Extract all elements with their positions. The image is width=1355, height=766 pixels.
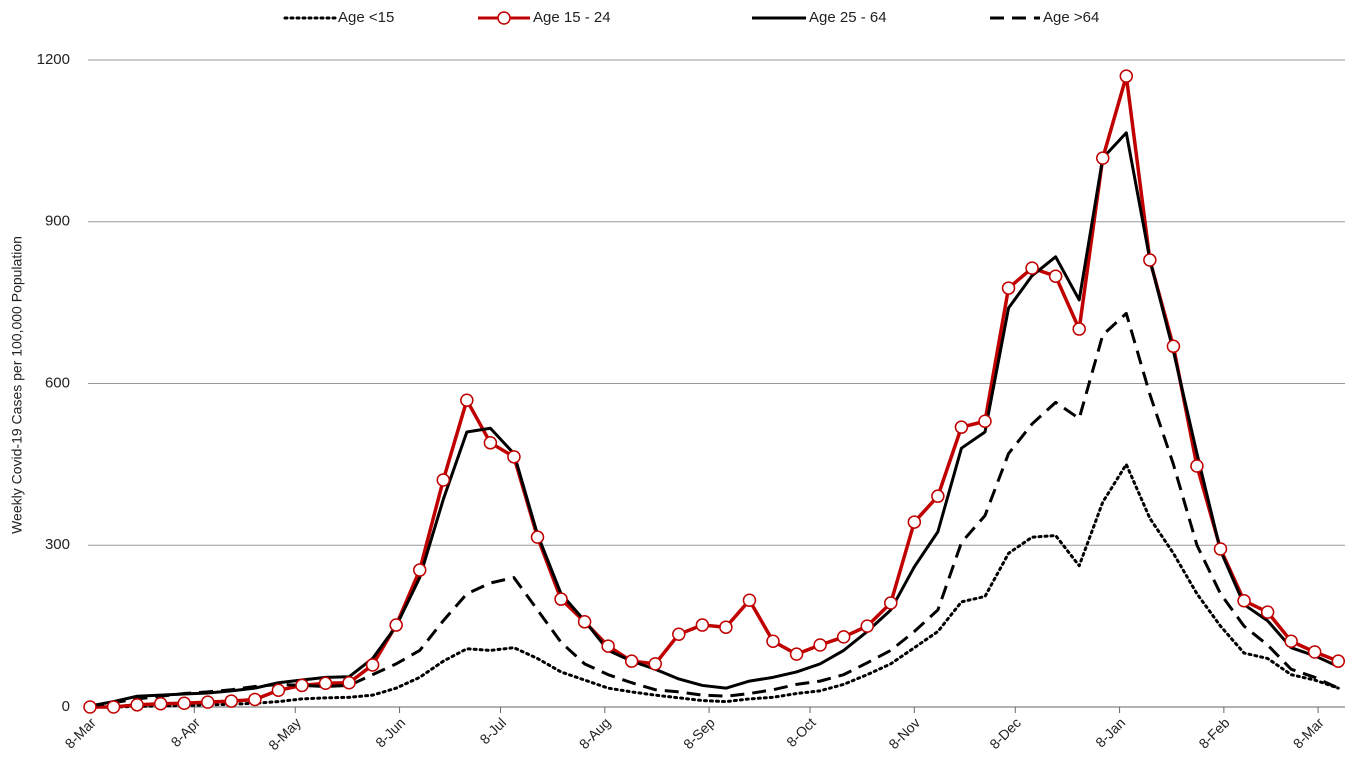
legend-label: Age 25 - 64 (809, 9, 887, 26)
marker (648, 657, 663, 671)
y-axis-title: Weekly Covid-19 Cases per 100,000 Popula… (9, 236, 25, 534)
marker (342, 675, 356, 690)
marker (1284, 634, 1298, 648)
marker (1143, 253, 1157, 267)
marker (931, 489, 945, 503)
marker (83, 700, 97, 714)
marker (624, 654, 639, 668)
marker (1166, 339, 1181, 354)
marker (177, 696, 191, 710)
marker (412, 563, 427, 577)
marker (460, 393, 474, 407)
marker (1048, 269, 1063, 283)
marker (1307, 645, 1322, 659)
marker (601, 639, 615, 653)
marker (271, 683, 286, 698)
marker (1260, 605, 1275, 619)
x-tick-label: 8-Apr (168, 714, 204, 750)
marker (836, 630, 851, 644)
marker (224, 694, 239, 708)
marker (1213, 542, 1228, 556)
marker (860, 619, 874, 633)
marker (365, 658, 380, 672)
series-line (89, 131, 1339, 708)
x-tick-label: 8-Jun (372, 714, 408, 750)
marker (978, 414, 992, 428)
y-tick-label: 900 (45, 213, 70, 230)
marker (1072, 322, 1086, 336)
marker (295, 678, 309, 693)
x-tick-label: 8-Jul (476, 714, 509, 747)
x-tick-label: 8-Sep (680, 714, 718, 752)
marker (1331, 654, 1346, 668)
marker (813, 638, 827, 652)
x-tick-label: 8-Feb (1195, 714, 1232, 751)
marker (884, 596, 898, 610)
marker (789, 647, 804, 661)
x-tick-label: 8-Mar (1290, 714, 1327, 751)
marker (1025, 261, 1039, 275)
series-line (90, 74, 1339, 709)
marker (719, 620, 733, 634)
x-tick-label: 8-Nov (885, 714, 923, 752)
x-tick-label: 8-Dec (986, 714, 1024, 752)
series-line (88, 462, 1340, 709)
legend-label: Age 15 - 24 (533, 9, 611, 26)
marker (554, 592, 568, 606)
marker (742, 593, 757, 607)
marker (201, 695, 215, 709)
marker (153, 697, 168, 711)
y-tick-label: 600 (45, 374, 70, 391)
legend-label: Age >64 (1043, 9, 1099, 26)
marker (1237, 594, 1251, 608)
x-tick-label: 8-Aug (576, 714, 614, 752)
marker (1001, 281, 1016, 295)
series-line (89, 311, 1339, 708)
y-tick-label: 300 (45, 536, 70, 553)
x-tick-label: 8-May (265, 714, 304, 753)
marker (436, 473, 451, 487)
marker (954, 420, 969, 434)
marker (1190, 459, 1204, 473)
marker (672, 627, 686, 641)
x-tick-label: 8-Oct (783, 714, 819, 750)
marker (1119, 69, 1134, 83)
marker (695, 618, 710, 632)
marker (577, 615, 592, 629)
marker (1095, 151, 1110, 165)
x-tick-label: 8-Jan (1092, 714, 1128, 750)
marker (907, 515, 922, 529)
x-tick-label: 8-Mar (62, 714, 99, 751)
marker (530, 530, 545, 544)
marker (106, 700, 121, 714)
marker (389, 618, 403, 632)
y-tick-label: 0 (62, 698, 70, 715)
marker (483, 436, 498, 450)
marker (130, 698, 144, 712)
y-tick-label: 1200 (37, 51, 70, 68)
marker (766, 634, 780, 648)
marker (318, 676, 333, 691)
legend-marker (497, 11, 511, 25)
legend-label: Age <15 (338, 9, 394, 26)
marker (248, 692, 262, 707)
marker (507, 450, 521, 464)
